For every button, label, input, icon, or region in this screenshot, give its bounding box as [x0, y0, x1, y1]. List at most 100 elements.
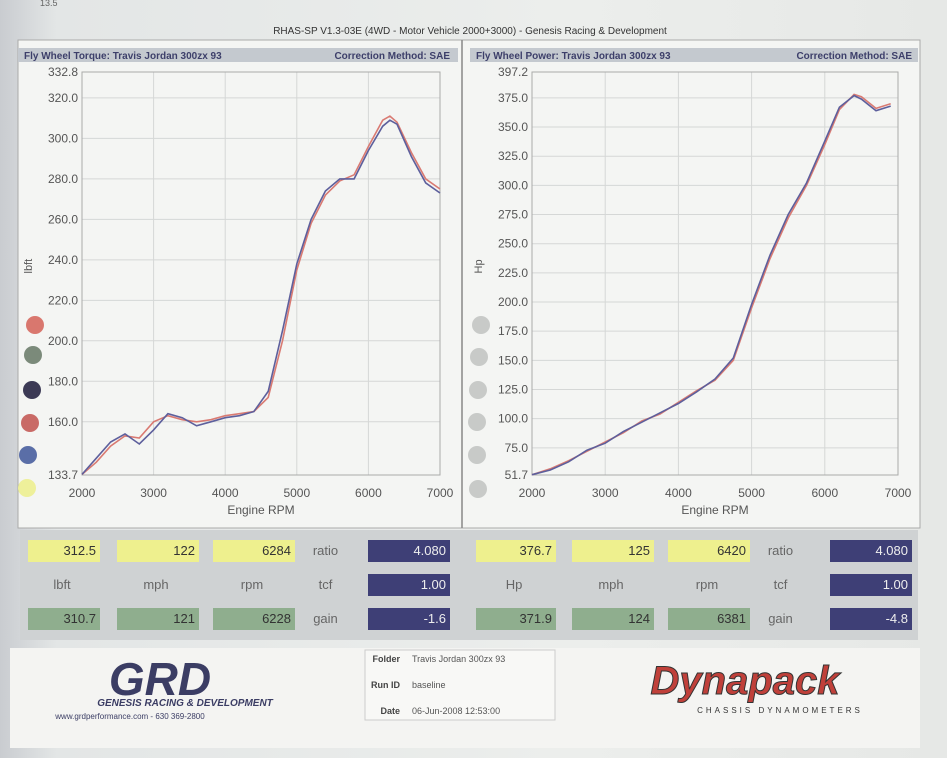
dot [26, 316, 44, 334]
x-tick-label: 4000 [665, 486, 692, 500]
y-tick-label: 160.0 [48, 415, 78, 429]
readout-cell: mph [143, 577, 169, 592]
readout-cell: 6381 [668, 608, 750, 630]
y-tick-label: 325.0 [498, 149, 528, 163]
x-tick-label: 4000 [212, 486, 239, 500]
readout-cell: Hp [505, 577, 523, 592]
correction-method: Correction Method: SAE [796, 51, 912, 62]
series-line [81, 115, 441, 476]
y-axis-label: Hp [473, 259, 485, 273]
y-axis-label: lbft [23, 259, 35, 274]
y-tick-label: 150.0 [498, 353, 528, 367]
y-tick-label: 260.0 [48, 212, 78, 226]
y-tick-label: 200.0 [48, 334, 78, 348]
header: RHAS-SP V1.3-03E (4WD - Motor Vehicle 20… [273, 26, 667, 37]
x-tick-label: 5000 [738, 486, 765, 500]
dot [468, 446, 486, 464]
readout-cell: 310.7 [28, 608, 100, 630]
y-tick-label: 225.0 [498, 266, 528, 280]
info-key: Run ID [371, 680, 400, 690]
readout-cell: 121 [117, 608, 199, 630]
dot [24, 346, 42, 364]
y-tick-label: 51.7 [505, 468, 529, 482]
readout-cell: 1.00 [830, 574, 912, 596]
chart-subtitle: Fly Wheel Power: Travis Jordan 300zx 93 [476, 51, 671, 62]
readout-cell: tcf [773, 577, 788, 592]
brand: Dynapack [651, 659, 842, 703]
series-line [531, 94, 891, 476]
y-tick-label: 180.0 [48, 374, 78, 388]
y-tick-label: 125.0 [498, 383, 528, 397]
subtitle-bar [470, 48, 918, 62]
dot [469, 480, 487, 498]
y-tick-label: 220.0 [48, 293, 78, 307]
x-tick-label: 5000 [283, 486, 310, 500]
y-tick-label: 332.8 [48, 65, 78, 79]
readout-cell: 376.7 [476, 540, 556, 562]
y-tick-label: 300.0 [498, 178, 528, 192]
readout-cell: 6420 [668, 540, 750, 562]
x-tick-label: 3000 [592, 486, 619, 500]
y-tick-label: 200.0 [498, 295, 528, 309]
y-tick-label: 275.0 [498, 208, 528, 222]
x-tick-label: 3000 [140, 486, 167, 500]
series-line [81, 119, 441, 475]
x-tick-label: 7000 [885, 486, 912, 500]
readout-cell: 122 [117, 540, 199, 562]
x-tick-label: 6000 [355, 486, 382, 500]
x-axis-label: Engine RPM [227, 503, 294, 517]
logo: GRD [109, 653, 211, 705]
corner-label: 13.5 [40, 0, 58, 8]
readout-cell: 312.5 [28, 540, 100, 562]
readout-cell: -1.6 [368, 608, 450, 630]
info-key: Folder [372, 654, 400, 664]
readout-cell: gain [768, 611, 793, 626]
info-key: Date [380, 706, 400, 716]
readout-cell: 1.00 [368, 574, 450, 596]
readout-cell: -4.8 [830, 608, 912, 630]
readout-cell: 371.9 [476, 608, 556, 630]
dot [23, 381, 41, 399]
y-tick-label: 300.0 [48, 131, 78, 145]
dot [472, 316, 490, 334]
readout-cell: ratio [312, 543, 339, 558]
info-box [364, 649, 556, 721]
info-value: 06-Jun-2008 12:53:00 [412, 706, 500, 716]
y-tick-label: 75.0 [505, 441, 529, 455]
plot-frame [531, 71, 899, 476]
legend-dots [18, 316, 490, 498]
info-value: Travis Jordan 300zx 93 [412, 654, 505, 664]
dot [21, 414, 39, 432]
readout-cell: 4.080 [368, 540, 450, 562]
y-tick-label: 175.0 [498, 324, 528, 338]
company: GENESIS RACING & DEVELOPMENT [97, 698, 273, 709]
readout-cell: 124 [572, 608, 654, 630]
y-tick-label: 375.0 [498, 91, 528, 105]
readout-cell: mph [598, 577, 624, 592]
x-tick-label: 7000 [427, 486, 454, 500]
dot [19, 446, 37, 464]
chart-subtitle: Fly Wheel Torque: Travis Jordan 300zx 93 [24, 51, 222, 62]
x-tick-label: 6000 [811, 486, 838, 500]
y-tick-label: 350.0 [498, 120, 528, 134]
subtitle-bar [18, 48, 458, 62]
info-value: baseline [412, 680, 446, 690]
readout-cell: 6228 [213, 608, 295, 630]
readout-cell: rpm [240, 577, 264, 592]
dot [18, 479, 36, 497]
brand-sub: CHASSIS DYNAMOMETERS [697, 706, 863, 715]
dot [469, 381, 487, 399]
readout-cell: 125 [572, 540, 654, 562]
y-tick-label: 240.0 [48, 253, 78, 267]
dot [468, 413, 486, 431]
readout-cell: tcf [318, 577, 333, 592]
readout-cell: ratio [767, 543, 794, 558]
y-tick-label: 133.7 [48, 468, 78, 482]
y-tick-label: 250.0 [498, 237, 528, 251]
plot-frame [81, 71, 441, 476]
y-tick-label: 320.0 [48, 91, 78, 105]
readout-cell: rpm [695, 577, 719, 592]
readout-cell: lbft [53, 577, 71, 592]
